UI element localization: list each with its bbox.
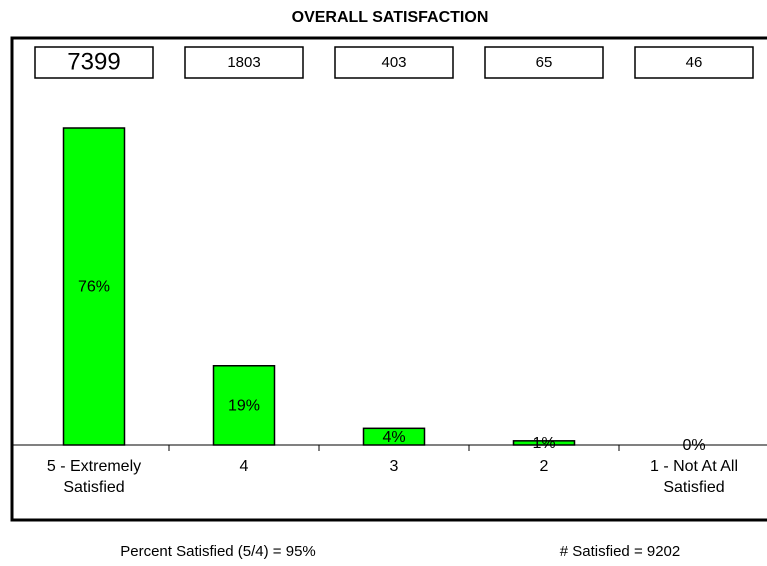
bar — [512, 440, 576, 446]
bar — [62, 127, 126, 446]
data-label: 76% — [78, 279, 110, 296]
bar — [362, 427, 426, 446]
bar — [212, 365, 276, 446]
x-tick-label: 5 - Extremely Satisfied — [46, 458, 142, 496]
chart-title: OVERALL SATISFACTION — [292, 9, 489, 26]
footer-left: Percent Satisfied (5/4) = 95% — [120, 543, 316, 560]
count-box — [334, 46, 454, 79]
x-tick-label: 1 - Not At All Satisfied — [649, 458, 739, 496]
count-box — [34, 46, 154, 79]
count-box — [634, 46, 754, 79]
data-label: 1% — [532, 435, 555, 452]
count-label: 65 — [536, 54, 553, 71]
x-tick-label: 2 — [539, 458, 549, 475]
count-label: 7399 — [67, 48, 120, 75]
count-box — [184, 46, 304, 79]
x-tick-label: 4 — [239, 458, 249, 475]
count-box — [484, 46, 604, 79]
footer-right: # Satisfied = 9202 — [560, 543, 681, 560]
count-label: 403 — [381, 54, 406, 71]
x-tick-label: 3 — [389, 458, 399, 475]
count-label: 1803 — [227, 54, 260, 71]
data-label: 19% — [228, 398, 260, 415]
count-label: 46 — [686, 54, 703, 71]
data-label: 4% — [382, 429, 405, 446]
data-label: 0% — [682, 437, 705, 454]
chart-frame — [10, 36, 767, 522]
